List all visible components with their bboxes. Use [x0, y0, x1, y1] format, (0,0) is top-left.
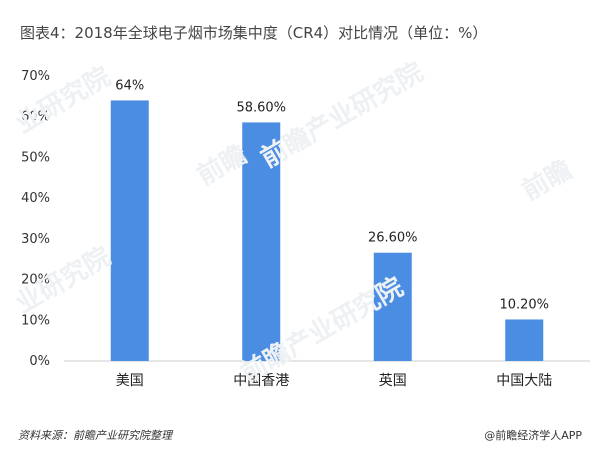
- source-note: 资料来源：前瞻产业研究院整理: [18, 429, 172, 442]
- bar: [242, 122, 281, 362]
- y-tick-label: 60%: [21, 110, 50, 125]
- y-tick-label: 0%: [29, 354, 50, 369]
- y-tick-label: 70%: [21, 69, 50, 84]
- data-label: 58.60%: [236, 100, 286, 115]
- bar: [373, 252, 412, 361]
- y-tick-label: 40%: [21, 191, 50, 206]
- x-tick-label: 英国: [379, 372, 407, 389]
- data-label: 26.60%: [368, 231, 418, 246]
- brand-label: @前瞻经济学人APP: [484, 429, 582, 442]
- chart-title: 图表4：2018年全球电子烟市场集中度（CR4）对比情况（单位：%）: [20, 24, 488, 42]
- bar: [110, 100, 149, 361]
- y-tick-label: 30%: [21, 232, 50, 247]
- x-tick-label: 中国香港: [233, 373, 289, 389]
- y-tick-label: 50%: [21, 150, 50, 165]
- x-tick-label: 美国: [116, 373, 144, 389]
- x-tick-label: 中国大陆: [496, 373, 552, 389]
- bar: [505, 319, 544, 361]
- data-label: 64%: [115, 78, 144, 93]
- y-tick-label: 20%: [21, 273, 50, 288]
- y-tick-label: 10%: [21, 313, 50, 328]
- data-label: 10.20%: [499, 297, 549, 312]
